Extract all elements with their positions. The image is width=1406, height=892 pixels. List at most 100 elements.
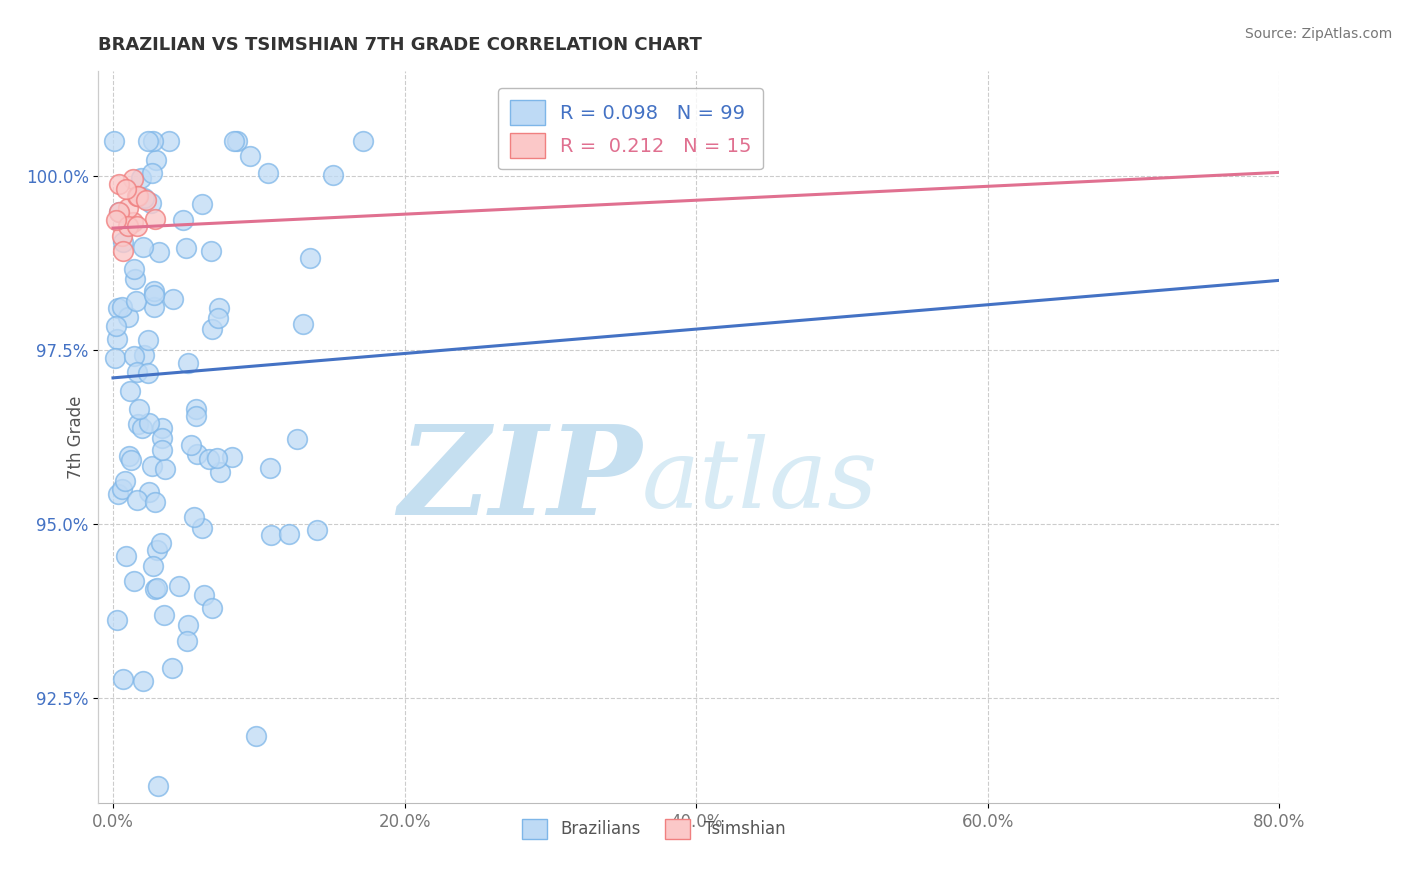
Legend: Brazilians, Tsimshian: Brazilians, Tsimshian: [515, 812, 792, 846]
Point: [142, 284, 165, 298]
Point: [112, 672, 135, 686]
Point: [128, 402, 150, 417]
Point: [120, 453, 142, 467]
Point: [285, 432, 308, 446]
Point: [142, 134, 165, 148]
Point: [190, 521, 212, 535]
Point: [112, 244, 135, 259]
Point: [145, 153, 167, 167]
Point: [167, 579, 190, 593]
Point: [200, 244, 222, 258]
Point: [122, 172, 145, 186]
Point: [207, 310, 229, 325]
Point: [132, 673, 155, 688]
Point: [201, 322, 224, 336]
Point: [125, 294, 148, 309]
Point: [122, 261, 145, 276]
Point: [122, 215, 145, 229]
Point: [107, 205, 129, 219]
Point: [257, 166, 280, 180]
Text: Source: ZipAtlas.com: Source: ZipAtlas.com: [1244, 27, 1392, 41]
Point: [129, 170, 152, 185]
Point: [142, 288, 165, 302]
Text: ZIP: ZIP: [398, 420, 641, 541]
Point: [125, 189, 148, 203]
Point: [198, 451, 221, 466]
Point: [150, 536, 173, 550]
Point: [277, 527, 299, 541]
Point: [136, 134, 159, 148]
Point: [172, 213, 194, 227]
Point: [201, 600, 224, 615]
Point: [114, 182, 136, 196]
Point: [138, 416, 160, 430]
Point: [117, 219, 139, 233]
Point: [127, 219, 149, 233]
Point: [104, 351, 127, 365]
Point: [108, 205, 131, 219]
Point: [307, 523, 329, 537]
Point: [186, 447, 208, 461]
Point: [150, 443, 173, 458]
Point: [107, 487, 129, 501]
Point: [145, 494, 167, 508]
Point: [107, 301, 129, 315]
Text: BRAZILIAN VS TSIMSHIAN 7TH GRADE CORRELATION CHART: BRAZILIAN VS TSIMSHIAN 7TH GRADE CORRELA…: [98, 36, 702, 54]
Point: [111, 301, 134, 315]
Point: [127, 417, 149, 432]
Point: [104, 318, 127, 333]
Point: [120, 384, 142, 399]
Point: [208, 301, 231, 315]
Point: [122, 349, 145, 363]
Point: [152, 608, 174, 623]
Point: [162, 292, 184, 306]
Point: [174, 241, 197, 255]
Point: [150, 431, 173, 445]
Point: [104, 212, 127, 227]
Point: [245, 729, 267, 743]
Point: [176, 356, 198, 370]
Point: [221, 450, 243, 464]
Point: [148, 779, 170, 793]
Point: [160, 661, 183, 675]
Point: [191, 196, 214, 211]
Point: [183, 509, 205, 524]
Point: [136, 366, 159, 380]
Point: [239, 149, 262, 163]
Point: [141, 458, 163, 473]
Y-axis label: 7th Grade: 7th Grade: [66, 395, 84, 479]
Point: [134, 191, 156, 205]
Point: [143, 212, 166, 227]
Point: [322, 168, 344, 182]
Point: [127, 189, 149, 203]
Point: [180, 438, 202, 452]
Point: [145, 581, 167, 595]
Point: [141, 166, 163, 180]
Point: [115, 549, 138, 563]
Point: [177, 618, 200, 632]
Point: [122, 574, 145, 588]
Text: atlas: atlas: [641, 434, 877, 528]
Point: [143, 300, 166, 314]
Point: [259, 461, 281, 475]
Point: [117, 310, 139, 324]
Point: [260, 528, 283, 542]
Point: [207, 451, 229, 466]
Point: [117, 202, 139, 216]
Point: [184, 409, 207, 424]
Point: [157, 134, 180, 148]
Point: [105, 613, 128, 627]
Point: [124, 272, 146, 286]
Point: [132, 240, 155, 254]
Point: [146, 542, 169, 557]
Point: [103, 134, 125, 148]
Point: [208, 465, 231, 479]
Point: [222, 134, 245, 148]
Point: [176, 634, 198, 648]
Point: [136, 333, 159, 347]
Point: [153, 462, 176, 476]
Point: [114, 475, 136, 489]
Point: [225, 134, 247, 148]
Point: [127, 365, 149, 379]
Point: [143, 582, 166, 597]
